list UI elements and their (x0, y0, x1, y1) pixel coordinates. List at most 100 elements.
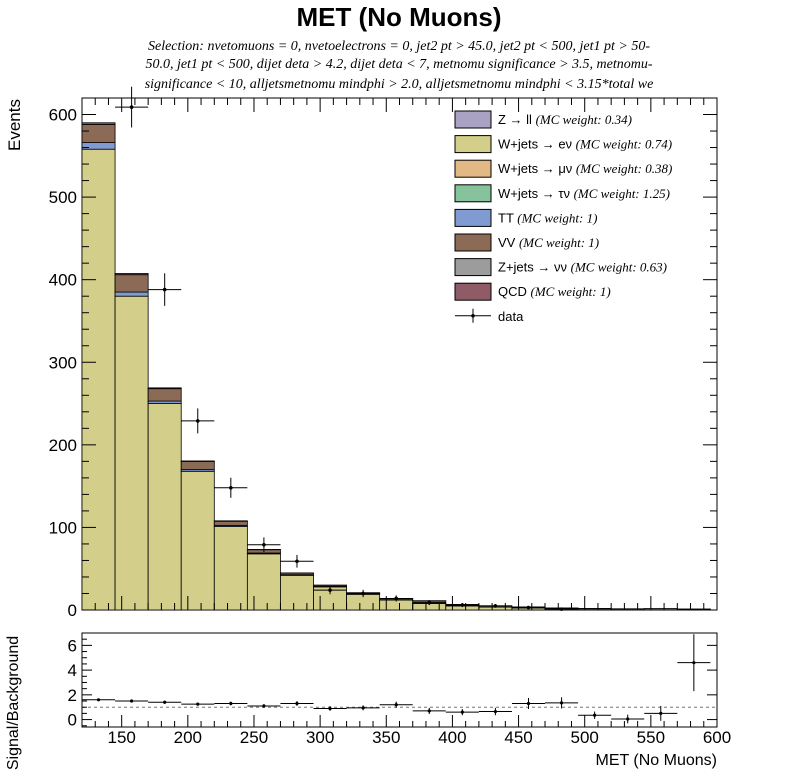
legend-label-4: TT (498, 210, 517, 225)
data-point-3 (229, 485, 233, 490)
ratio-point-11 (460, 710, 464, 714)
y-axis-label-ratio: Signal/Background (5, 636, 22, 770)
legend-entry-2: W+jets → μν (MC weight: 0.38) (498, 161, 672, 176)
ratio-points (82, 634, 717, 724)
x-tick-label-4: 350 (372, 728, 400, 747)
ratio-point-5 (262, 704, 266, 708)
x-tick-label-2: 250 (240, 728, 268, 747)
legend-label-1: W+jets → eν (498, 137, 576, 152)
ratio-point-6 (295, 701, 299, 706)
x-tick-label-5: 400 (438, 728, 466, 747)
legend-label-2: W+jets → μν (498, 161, 576, 176)
ratio-point-13 (526, 701, 531, 706)
ratio-axes: 0 2 4 6 150 200 250 300 350 400 450 500 550 600 (68, 632, 731, 747)
legend-weight-5: (MC weight: 1) (519, 235, 599, 250)
y-tick-label-3: 300 (49, 353, 77, 372)
x-tick-label-7: 500 (571, 728, 599, 747)
y-tick-label-5: 500 (49, 188, 77, 207)
ratio-plot-frame (81, 632, 718, 728)
bar-segment-2-1 (114, 274, 149, 293)
ratio-point-0 (96, 698, 101, 702)
legend-label-0: Z → ll (498, 112, 536, 127)
legend-label-5: VV (498, 235, 519, 250)
x-tick-label-3: 300 (306, 728, 334, 747)
y-tick-label-6: 600 (49, 106, 77, 125)
x-tick-label-0: 150 (108, 728, 136, 747)
legend-weight-0: (MC weight: 0.34) (536, 112, 632, 127)
bar-segment-2-4 (213, 520, 248, 526)
legend-entry-4: TT (MC weight: 1) (498, 210, 597, 225)
ratio-point-1 (130, 699, 134, 703)
legend-entry-8: data (498, 309, 524, 324)
selection-text-line-1: Selection: nvetomuons = 0, nvetoelectron… (147, 39, 650, 54)
ratio-y-tick-label-2: 4 (68, 661, 77, 680)
data-point-6 (328, 588, 332, 592)
data-point-4 (262, 542, 266, 547)
legend-weight-4: (MC weight: 1) (517, 210, 597, 225)
data-point-9 (427, 600, 432, 605)
ratio-point-17 (659, 711, 663, 715)
ratio-point-18 (692, 661, 696, 665)
data-point-2 (195, 419, 200, 423)
legend-swatch-4 (454, 208, 492, 227)
ratio-point-10 (427, 709, 431, 713)
ratio-y-tick-label-1: 2 (68, 686, 77, 705)
legend-label-8: data (498, 309, 524, 324)
legend-swatch-1 (454, 135, 492, 154)
legend-entry-1: W+jets → eν (MC weight: 0.74) (498, 137, 672, 152)
legend-label-7: QCD (498, 284, 531, 299)
bar-segment-1-1 (114, 291, 149, 297)
data-point-8 (394, 596, 398, 601)
ratio-point-9 (394, 703, 398, 707)
legend-entry-6: Z+jets → νν (MC weight: 0.63) (498, 260, 667, 275)
y-axis-label-events: Events (5, 99, 24, 151)
x-tick-label-6: 450 (504, 728, 532, 747)
legend-entry-3: W+jets → τν (MC weight: 1.25) (498, 186, 670, 201)
ratio-point-12 (493, 709, 498, 714)
ratio-point-2 (163, 700, 167, 704)
x-tick-label-1: 200 (174, 728, 202, 747)
ratio-point-16 (626, 717, 630, 721)
ratio-y-tick-label-0: 0 (68, 711, 77, 730)
bar-segment-0-2 (147, 403, 182, 611)
x-axis-label: MET (No Muons) (595, 752, 717, 769)
legend-swatch-7 (454, 282, 492, 301)
bar-segment-0-1 (114, 295, 149, 611)
ratio-point-3 (196, 702, 200, 706)
x-tick-label-9: 600 (703, 728, 731, 747)
y-tick-label-1: 100 (49, 518, 77, 537)
bar-segment-0-0 (81, 148, 116, 611)
legend-marker-data-dot (471, 314, 475, 318)
legend-entry-5: VV (MC weight: 1) (498, 235, 599, 250)
ratio-frame-box (81, 632, 718, 728)
y-tick-label-4: 400 (49, 271, 77, 290)
bar-segment-3-2 (147, 387, 182, 390)
legend-weight-1: (MC weight: 0.74) (576, 137, 672, 152)
chart-title: MET (No Muons) (296, 2, 502, 32)
ratio-y-tick-label-3: 6 (68, 636, 77, 655)
legend-entry-0: Z → ll (MC weight: 0.34) (498, 112, 632, 127)
legend-swatch-3 (454, 184, 492, 203)
data-point-11 (493, 604, 498, 608)
legend-label-6: Z+jets → νν (498, 260, 571, 275)
data-point-1 (162, 287, 167, 292)
bar-segment-1-0 (81, 142, 116, 150)
legend-swatch-6 (454, 258, 492, 277)
legend-weight-7: (MC weight: 1) (531, 284, 611, 299)
legend-swatch-2 (454, 159, 492, 178)
legend-weight-2: (MC weight: 0.38) (576, 161, 672, 176)
data-point-13 (559, 607, 564, 611)
bar-segment-0-3 (180, 470, 215, 611)
main-axes: 0 100 200 300 400 500 600 (49, 97, 718, 620)
legend-swatch-0 (454, 110, 492, 129)
bar-segment-2-3 (180, 460, 215, 471)
data-point-10 (460, 603, 465, 607)
legend-weight-6: (MC weight: 0.63) (571, 260, 667, 275)
legend-entry-7: QCD (MC weight: 1) (498, 284, 611, 299)
data-point-5 (295, 559, 299, 564)
legend-weight-3: (MC weight: 1.25) (574, 186, 670, 201)
bar-segment-3-1 (114, 273, 149, 276)
x-tick-label-8: 550 (637, 728, 665, 747)
ratio-point-15 (593, 713, 597, 717)
